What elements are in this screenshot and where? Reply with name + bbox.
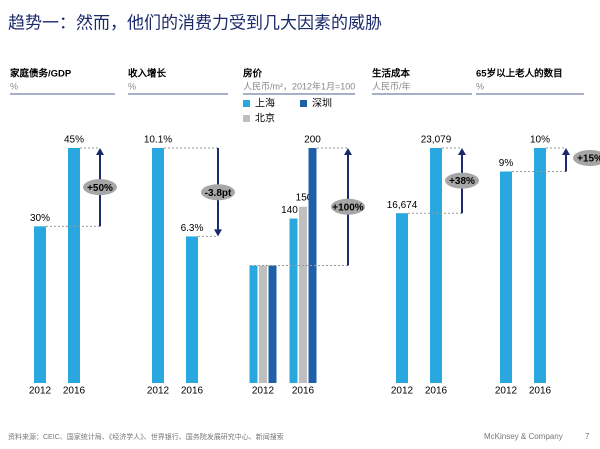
bar [268, 265, 277, 383]
panel-unit: % [128, 81, 136, 91]
page-number: 7 [585, 432, 590, 441]
x-tick-label: 2016 [292, 386, 315, 397]
change-badge [83, 179, 117, 196]
arrow-head [96, 148, 104, 155]
value-label: 10.1% [144, 135, 172, 146]
change-badge [573, 150, 600, 166]
bar [259, 265, 267, 383]
panel-unit: 人民币/年 [372, 80, 411, 91]
company: McKinsey & Company [484, 432, 563, 441]
value-label: 6.3% [181, 223, 204, 234]
x-tick-label: 2012 [391, 386, 414, 397]
arrow-head [214, 229, 222, 237]
x-tick-label: 2016 [63, 386, 86, 397]
value-label: 10% [530, 135, 550, 146]
source-note: 资料来源：CEIC、国家统计局、《经济学人》、世界银行、国务院发展研究中心、新闻… [8, 432, 284, 441]
x-tick-label: 2016 [529, 386, 552, 397]
legend-swatch [243, 100, 250, 107]
value-label: 16,674 [387, 200, 418, 211]
bar [249, 265, 258, 383]
bar [152, 148, 164, 383]
bar [430, 148, 442, 383]
change-badge [445, 172, 479, 189]
value-label: 9% [499, 158, 514, 169]
x-tick-label: 2012 [252, 386, 275, 397]
panel-title: 收入增长 [128, 68, 167, 80]
change-label: +38% [449, 176, 475, 187]
change-badge [331, 198, 365, 215]
legend-label: 深圳 [312, 98, 332, 110]
bar [68, 148, 80, 383]
panel-title: 房价 [243, 68, 263, 80]
bar [289, 218, 298, 383]
change-badge [201, 184, 235, 201]
change-label: -3.8pt [205, 188, 232, 199]
value-label: 45% [64, 135, 84, 146]
arrow-head [562, 148, 570, 155]
bar [34, 226, 46, 383]
arrow-head [344, 148, 352, 155]
bar [299, 206, 307, 383]
value-label: 30% [30, 213, 50, 224]
x-tick-label: 2012 [29, 386, 52, 397]
x-tick-label: 2016 [181, 386, 204, 397]
bar [186, 236, 198, 383]
arrow-head [458, 148, 466, 155]
panel-unit: % [10, 81, 18, 91]
change-label: +100% [332, 202, 364, 213]
panel-title: 生活成本 [372, 68, 411, 80]
legend-label: 北京 [255, 112, 275, 125]
x-tick-label: 2012 [147, 386, 170, 397]
slide-title: 趋势一：然而，他们的消费力受到几大因素的威胁 [8, 13, 382, 32]
change-label: +50% [87, 183, 113, 194]
legend-label: 上海 [255, 97, 275, 110]
x-tick-label: 2016 [425, 386, 448, 397]
bar [308, 148, 317, 383]
value-label: 150 [296, 192, 313, 203]
legend-swatch [243, 115, 250, 122]
bar [396, 213, 408, 383]
panel-unit: % [476, 81, 484, 91]
legend-swatch [300, 100, 307, 107]
bar [534, 148, 546, 383]
panel-unit: 人民币/m²，2012年1月=100 [243, 80, 355, 91]
x-tick-label: 2012 [495, 386, 518, 397]
panel-title: 65岁以上老人的数目 [476, 68, 563, 80]
value-label: 140 [281, 205, 298, 216]
value-label: 23,079 [421, 135, 452, 146]
panel-title: 家庭债务/GDP [10, 68, 72, 80]
value-label: 200 [304, 135, 321, 146]
bar [500, 171, 512, 383]
change-label: +15% [577, 154, 600, 165]
